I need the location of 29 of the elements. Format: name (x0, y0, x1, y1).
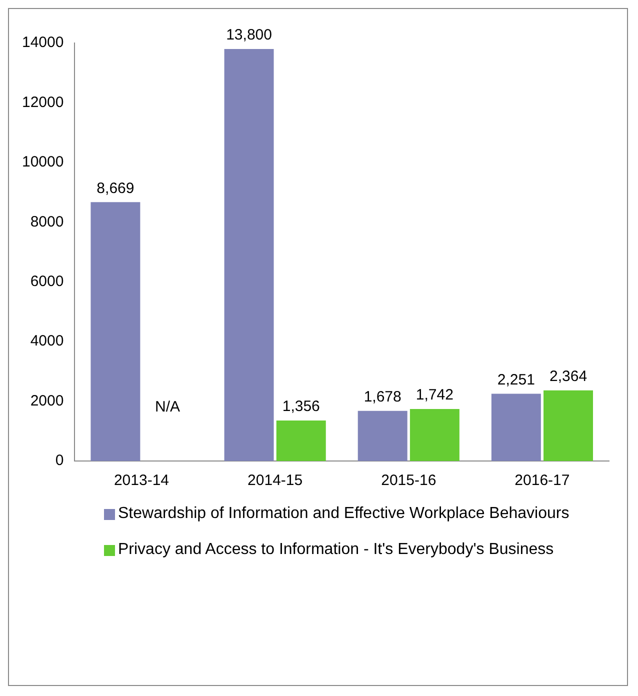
data-label: 2,364 (549, 368, 588, 386)
bar (358, 410, 408, 461)
data-label: 1,678 (364, 388, 402, 406)
data-label: 1,356 (282, 398, 320, 416)
y-tick-label: 4000 (30, 332, 64, 350)
legend-label: Stewardship of Information and Effective Workplace Behaviours (118, 504, 570, 524)
y-tick-label: 8000 (30, 213, 64, 230)
bar (410, 408, 460, 461)
y-tick-label: 6000 (30, 273, 64, 290)
data-label: 1,742 (416, 386, 454, 404)
x-tick-label: 2016-17 (514, 472, 570, 490)
data-label: 8,669 (96, 180, 134, 197)
y-tick-label: 0 (55, 452, 64, 470)
x-tick-label: 2013-14 (114, 472, 170, 490)
y-tick-label: 2000 (30, 392, 64, 410)
bar (224, 48, 274, 461)
y-tick-label: 12000 (22, 94, 64, 111)
bar (276, 420, 326, 461)
bar (491, 394, 541, 461)
x-tick-label: 2015-16 (381, 472, 436, 490)
data-label: 13,800 (226, 26, 272, 44)
bar (544, 390, 594, 461)
y-tick-label: 14000 (22, 34, 64, 52)
data-label: 2,251 (497, 371, 535, 388)
bar (90, 202, 140, 461)
x-tick-label: 2014-15 (248, 472, 303, 490)
legend-label: Privacy and Access to Information - It's Everybody's Business (118, 540, 554, 560)
y-tick-label: 10000 (22, 154, 64, 171)
text: N/A (155, 398, 180, 416)
